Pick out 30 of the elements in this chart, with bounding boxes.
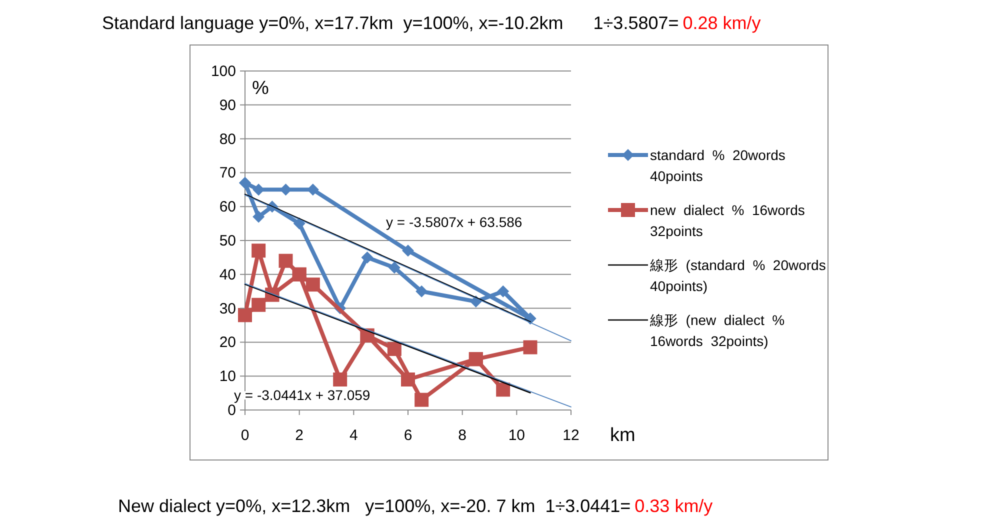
x-tick-label: 6 <box>404 427 412 444</box>
y-tick-label: 30 <box>219 300 236 318</box>
y-tick-label: 70 <box>219 164 236 182</box>
y-tick-label: 100 <box>210 63 236 80</box>
y-tick-label: 20 <box>219 334 236 352</box>
y-tick-label: 0 <box>228 402 236 419</box>
text: 0.33 km/y <box>634 496 713 516</box>
y-axis-title: % <box>252 78 269 99</box>
chart-title: Standard language y=0%, x=17.7km y=100%, x=-10.2km 1÷3.5807= <box>102 13 679 33</box>
y-tick-label: 10 <box>219 368 236 386</box>
legend-label: 線形 (standard % 20words 40points) <box>649 257 826 294</box>
x-tick-label: 12 <box>562 427 580 444</box>
legend-label: 線形 (new dialect % 16words 32points) <box>649 312 785 349</box>
y-tick-label: 40 <box>219 266 236 284</box>
x-axis-title: km <box>610 425 636 446</box>
y-tick-label: 80 <box>219 130 236 148</box>
legend-label: standard % 20words 40points <box>650 147 786 184</box>
text: New dialect y=0%, x=12.3km y=100%, x=-20. 7 km 1÷3.0441= <box>118 496 631 516</box>
y-tick-label: 50 <box>219 232 236 250</box>
x-tick-label: 4 <box>349 427 358 444</box>
y-tick-label: 90 <box>219 96 236 114</box>
text: 0.28 km/y <box>682 13 761 33</box>
annotation: y = -3.0441x + 37.059 <box>234 387 370 403</box>
x-tick-label: 8 <box>458 427 467 444</box>
x-tick-label: 2 <box>295 427 304 444</box>
annotation: y = -3.5807x + 63.586 <box>386 214 522 230</box>
legend-label: new dialect % 16words 32points <box>650 202 805 239</box>
x-tick-label: 0 <box>240 427 250 444</box>
y-tick-label: 60 <box>219 198 236 216</box>
x-tick-label: 10 <box>508 427 526 444</box>
